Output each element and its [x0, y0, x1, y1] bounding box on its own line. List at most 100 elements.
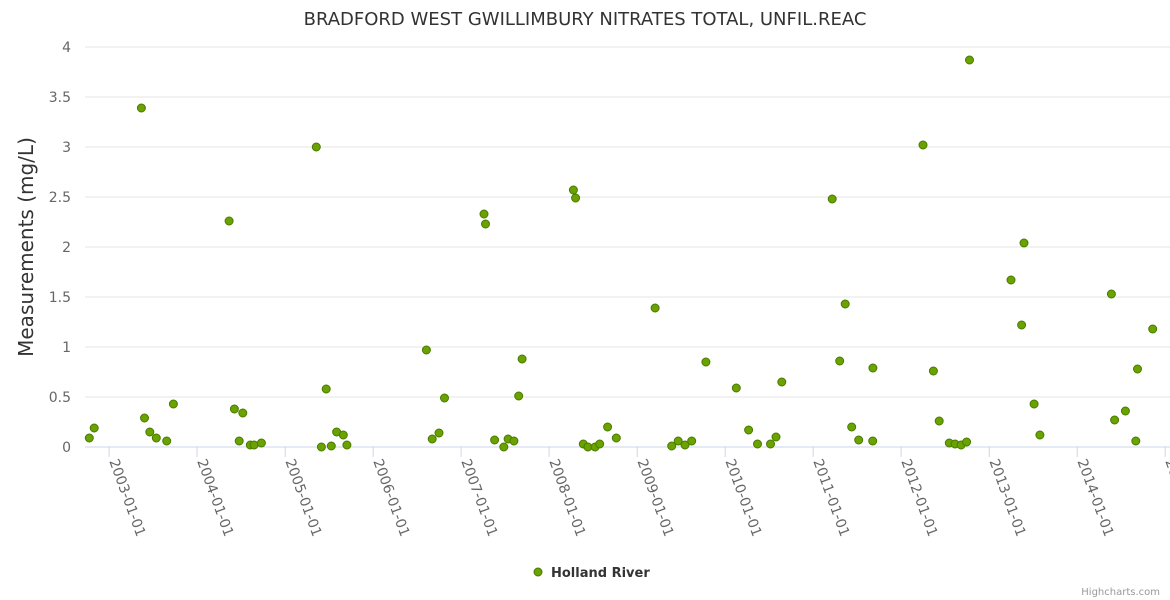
x-tick-label: 2009-01-01: [633, 457, 676, 539]
data-point[interactable]: [145, 427, 155, 437]
data-point[interactable]: [701, 357, 711, 367]
data-point[interactable]: [421, 345, 431, 355]
data-point[interactable]: [321, 384, 331, 394]
data-point[interactable]: [1110, 415, 1120, 425]
data-point[interactable]: [667, 441, 677, 451]
data-point[interactable]: [256, 438, 266, 448]
data-point[interactable]: [234, 436, 244, 446]
data-point[interactable]: [89, 423, 99, 433]
data-point[interactable]: [151, 433, 161, 443]
legend-label[interactable]: Holland River: [551, 566, 650, 581]
data-point[interactable]: [868, 363, 878, 373]
data-point[interactable]: [965, 55, 974, 65]
data-point[interactable]: [1006, 275, 1016, 285]
data-point[interactable]: [168, 399, 178, 409]
data-point[interactable]: [136, 103, 146, 113]
x-tick-label: 2011-01-01: [809, 457, 852, 539]
data-point[interactable]: [568, 185, 578, 195]
grid-lines: [85, 46, 1170, 398]
x-axis-ticks: 2003-01-01 2004-01-01 2005-01-01 2006-01-01…: [105, 447, 1170, 539]
data-point[interactable]: [1029, 399, 1039, 409]
data-point[interactable]: [777, 377, 787, 387]
x-tick-label: 2012-01-01: [897, 457, 940, 539]
y-axis-label: Measurements (mg/L): [14, 137, 38, 357]
data-point[interactable]: [753, 439, 762, 449]
x-tick-label: 2003-01-01: [105, 457, 148, 539]
x-tick-label: 2015-01-01: [1161, 457, 1170, 539]
data-point[interactable]: [595, 439, 605, 449]
y-tick-label: 1.5: [49, 290, 71, 306]
data-point[interactable]: [509, 436, 519, 446]
y-tick-label: 2: [62, 240, 71, 256]
data-point[interactable]: [440, 393, 449, 403]
data-point[interactable]: [514, 391, 524, 401]
x-tick-label: 2010-01-01: [721, 457, 764, 539]
data-point[interactable]: [847, 422, 857, 432]
data-point[interactable]: [326, 441, 336, 451]
data-point[interactable]: [687, 436, 697, 446]
series-holland-river: [84, 55, 1158, 452]
data-point[interactable]: [731, 383, 741, 393]
data-point[interactable]: [1017, 320, 1027, 330]
data-point[interactable]: [479, 209, 489, 219]
y-tick-label: 2.5: [49, 190, 71, 206]
data-point[interactable]: [249, 440, 259, 450]
data-point[interactable]: [162, 436, 172, 446]
data-point[interactable]: [934, 416, 944, 426]
data-point[interactable]: [1131, 436, 1141, 446]
data-point[interactable]: [868, 436, 878, 446]
y-tick-label: 0: [62, 440, 71, 456]
legend-marker[interactable]: [533, 567, 543, 577]
data-point[interactable]: [603, 422, 613, 432]
data-point[interactable]: [854, 435, 864, 445]
legend[interactable]: Holland River: [533, 566, 650, 581]
data-point[interactable]: [342, 440, 352, 450]
data-point[interactable]: [1019, 238, 1029, 248]
chart-title: BRADFORD WEST GWILLIMBURY NITRATES TOTAL…: [304, 9, 867, 30]
data-point[interactable]: [238, 408, 248, 418]
y-tick-label: 0.5: [49, 390, 71, 406]
data-point[interactable]: [338, 430, 348, 440]
data-point[interactable]: [229, 404, 239, 414]
data-point[interactable]: [1106, 289, 1116, 299]
data-point[interactable]: [680, 440, 690, 450]
data-point[interactable]: [771, 432, 781, 442]
data-point[interactable]: [316, 442, 326, 452]
data-point[interactable]: [1133, 364, 1142, 374]
data-point[interactable]: [928, 366, 938, 376]
data-point[interactable]: [827, 194, 837, 204]
data-point[interactable]: [571, 193, 581, 203]
data-point[interactable]: [650, 303, 660, 313]
data-point[interactable]: [481, 219, 490, 229]
y-axis-tick-labels: 0 0.5 1 1.5 2 2.5 3 3.5 4: [49, 40, 71, 456]
x-tick-label: 2004-01-01: [193, 457, 236, 539]
data-point[interactable]: [611, 433, 621, 443]
x-tick-label: 2007-01-01: [457, 457, 500, 539]
y-tick-label: 1: [62, 340, 71, 356]
data-point[interactable]: [1148, 324, 1158, 334]
data-point[interactable]: [434, 428, 444, 438]
data-point[interactable]: [224, 216, 234, 226]
x-tick-label: 2005-01-01: [281, 457, 324, 539]
data-point[interactable]: [427, 434, 437, 444]
data-point[interactable]: [835, 356, 845, 366]
data-point[interactable]: [1035, 430, 1045, 440]
data-point[interactable]: [499, 442, 509, 452]
data-point[interactable]: [744, 425, 754, 435]
data-point[interactable]: [517, 354, 527, 364]
y-tick-label: 3: [62, 140, 71, 156]
data-point[interactable]: [311, 142, 321, 152]
data-point[interactable]: [918, 140, 928, 150]
credits-link[interactable]: Highcharts.com: [1081, 587, 1160, 598]
x-tick-label: 2008-01-01: [545, 457, 588, 539]
data-point[interactable]: [766, 439, 775, 449]
x-tick-label: 2014-01-01: [1073, 457, 1116, 539]
data-point[interactable]: [84, 433, 94, 443]
data-point[interactable]: [962, 437, 972, 447]
data-point[interactable]: [490, 435, 500, 445]
data-point[interactable]: [140, 413, 149, 423]
data-point[interactable]: [840, 299, 850, 309]
data-point[interactable]: [1120, 406, 1130, 416]
data-point[interactable]: [673, 436, 683, 446]
